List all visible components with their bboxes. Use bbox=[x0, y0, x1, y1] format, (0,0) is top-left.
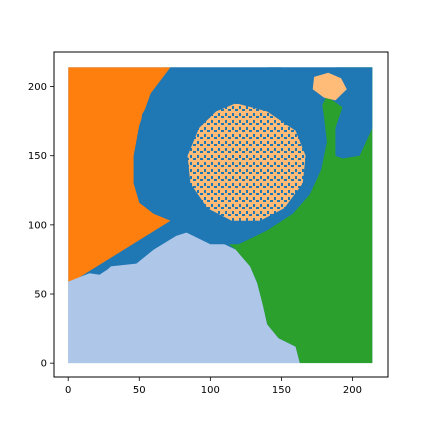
x-tick-label: 50 bbox=[133, 385, 146, 396]
region-orange-0 bbox=[68, 67, 171, 285]
y-tick-label: 150 bbox=[28, 151, 47, 162]
region-peach-7 bbox=[187, 103, 306, 221]
heatmap-image bbox=[68, 67, 373, 364]
x-tick-label: 150 bbox=[272, 385, 291, 396]
region-light_blue-1 bbox=[68, 230, 300, 364]
region-peach-6 bbox=[312, 72, 347, 101]
x-axis: 0 50 100 150 200 bbox=[65, 377, 362, 396]
y-tick-label: 50 bbox=[34, 290, 47, 301]
x-tick-label: 200 bbox=[343, 385, 362, 396]
y-tick-label: 200 bbox=[28, 82, 47, 93]
region-green-2 bbox=[221, 67, 373, 364]
y-axis: 0 50 100 150 200 bbox=[28, 82, 54, 370]
x-tick-label: 100 bbox=[201, 385, 220, 396]
y-tick-label: 0 bbox=[41, 359, 47, 370]
plot-area bbox=[68, 67, 373, 364]
x-tick-label: 0 bbox=[65, 385, 71, 396]
axes-frame bbox=[53, 51, 389, 378]
y-tick-label: 100 bbox=[28, 220, 47, 231]
